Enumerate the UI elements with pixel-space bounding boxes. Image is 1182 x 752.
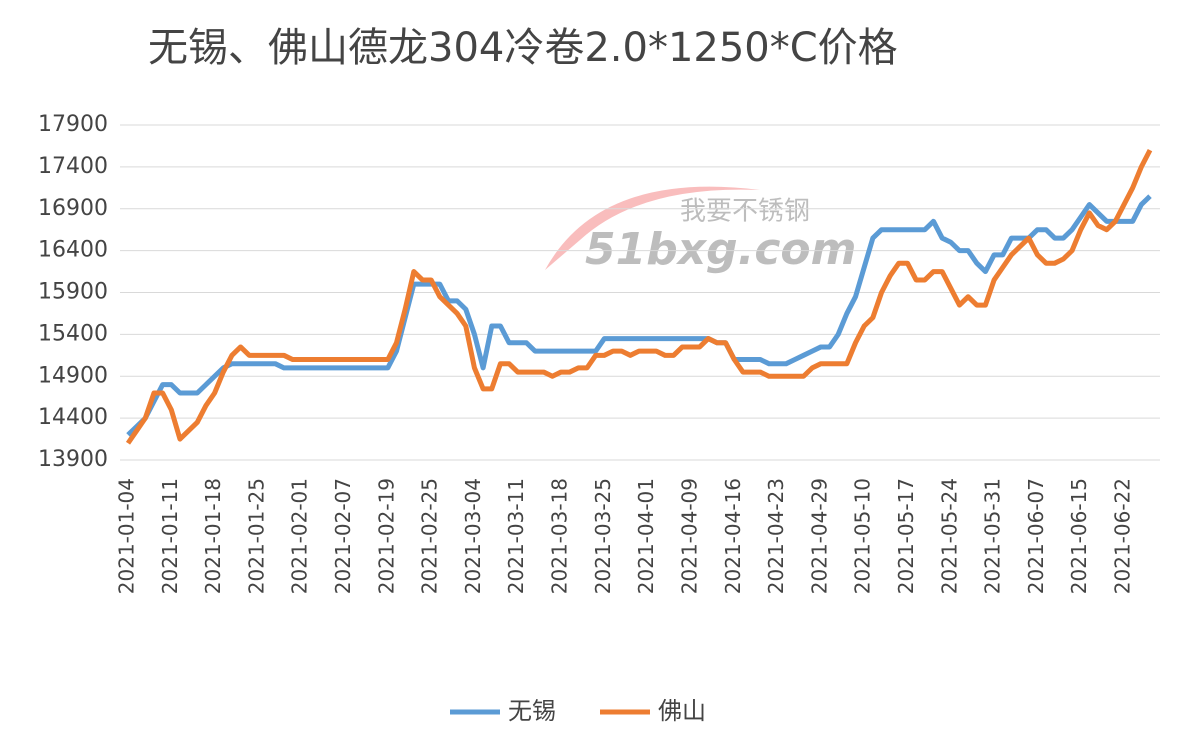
x-tick-label: 2021-06-15 [1067,478,1091,594]
y-tick-label: 14900 [38,363,108,388]
x-tick-label: 2021-06-22 [1111,478,1135,594]
x-tick-label: 2021-05-10 [851,478,875,594]
y-tick-label: 17400 [38,154,108,179]
y-tick-label: 16900 [38,196,108,221]
x-tick-label: 2021-03-04 [461,478,485,594]
x-tick-label: 2021-01-18 [201,478,225,594]
watermark-text: 51bxg.com [585,224,856,275]
x-tick-label: 2021-02-07 [331,478,355,594]
legend-label: 无锡 [508,697,556,725]
x-tick-label: 2021-01-25 [244,478,268,594]
x-tick-label: 2021-01-04 [115,478,139,594]
y-tick-label: 14400 [38,405,108,430]
legend-label: 佛山 [658,697,706,725]
x-tick-label: 2021-01-11 [158,478,182,594]
x-tick-label: 2021-02-01 [288,478,312,594]
watermark-swoosh [545,186,760,270]
x-tick-label: 2021-02-25 [418,478,442,594]
y-tick-label: 15900 [38,280,108,305]
chart-title: 无锡、佛山德龙304冷卷2.0*1250*C价格 [148,25,898,71]
y-tick-label: 13900 [38,447,108,472]
x-tick-label: 2021-02-19 [374,478,398,594]
y-tick-label: 15400 [38,321,108,346]
line-series [126,194,1152,437]
x-tick-label: 2021-03-25 [591,478,615,594]
x-tick-label: 2021-04-23 [764,478,788,594]
x-tick-label: 2021-04-01 [634,478,658,594]
x-tick-label: 2021-04-09 [677,478,701,594]
line-series [125,148,1153,445]
x-tick-label: 2021-03-11 [504,478,528,594]
x-tick-label: 2021-04-16 [721,478,745,594]
y-tick-label: 17900 [38,112,108,137]
x-tick-label: 2021-04-29 [807,478,831,594]
x-tick-label: 2021-06-07 [1024,478,1048,594]
x-tick-label: 2021-05-31 [981,478,1005,594]
watermark-text: 我要不锈钢 [680,197,810,227]
x-tick-label: 2021-05-17 [894,478,918,594]
x-tick-label: 2021-05-24 [937,478,961,594]
watermark: 我要不锈钢 51bxg.com [545,186,856,275]
x-tick-label: 2021-03-18 [548,478,572,594]
y-tick-label: 16400 [38,238,108,263]
